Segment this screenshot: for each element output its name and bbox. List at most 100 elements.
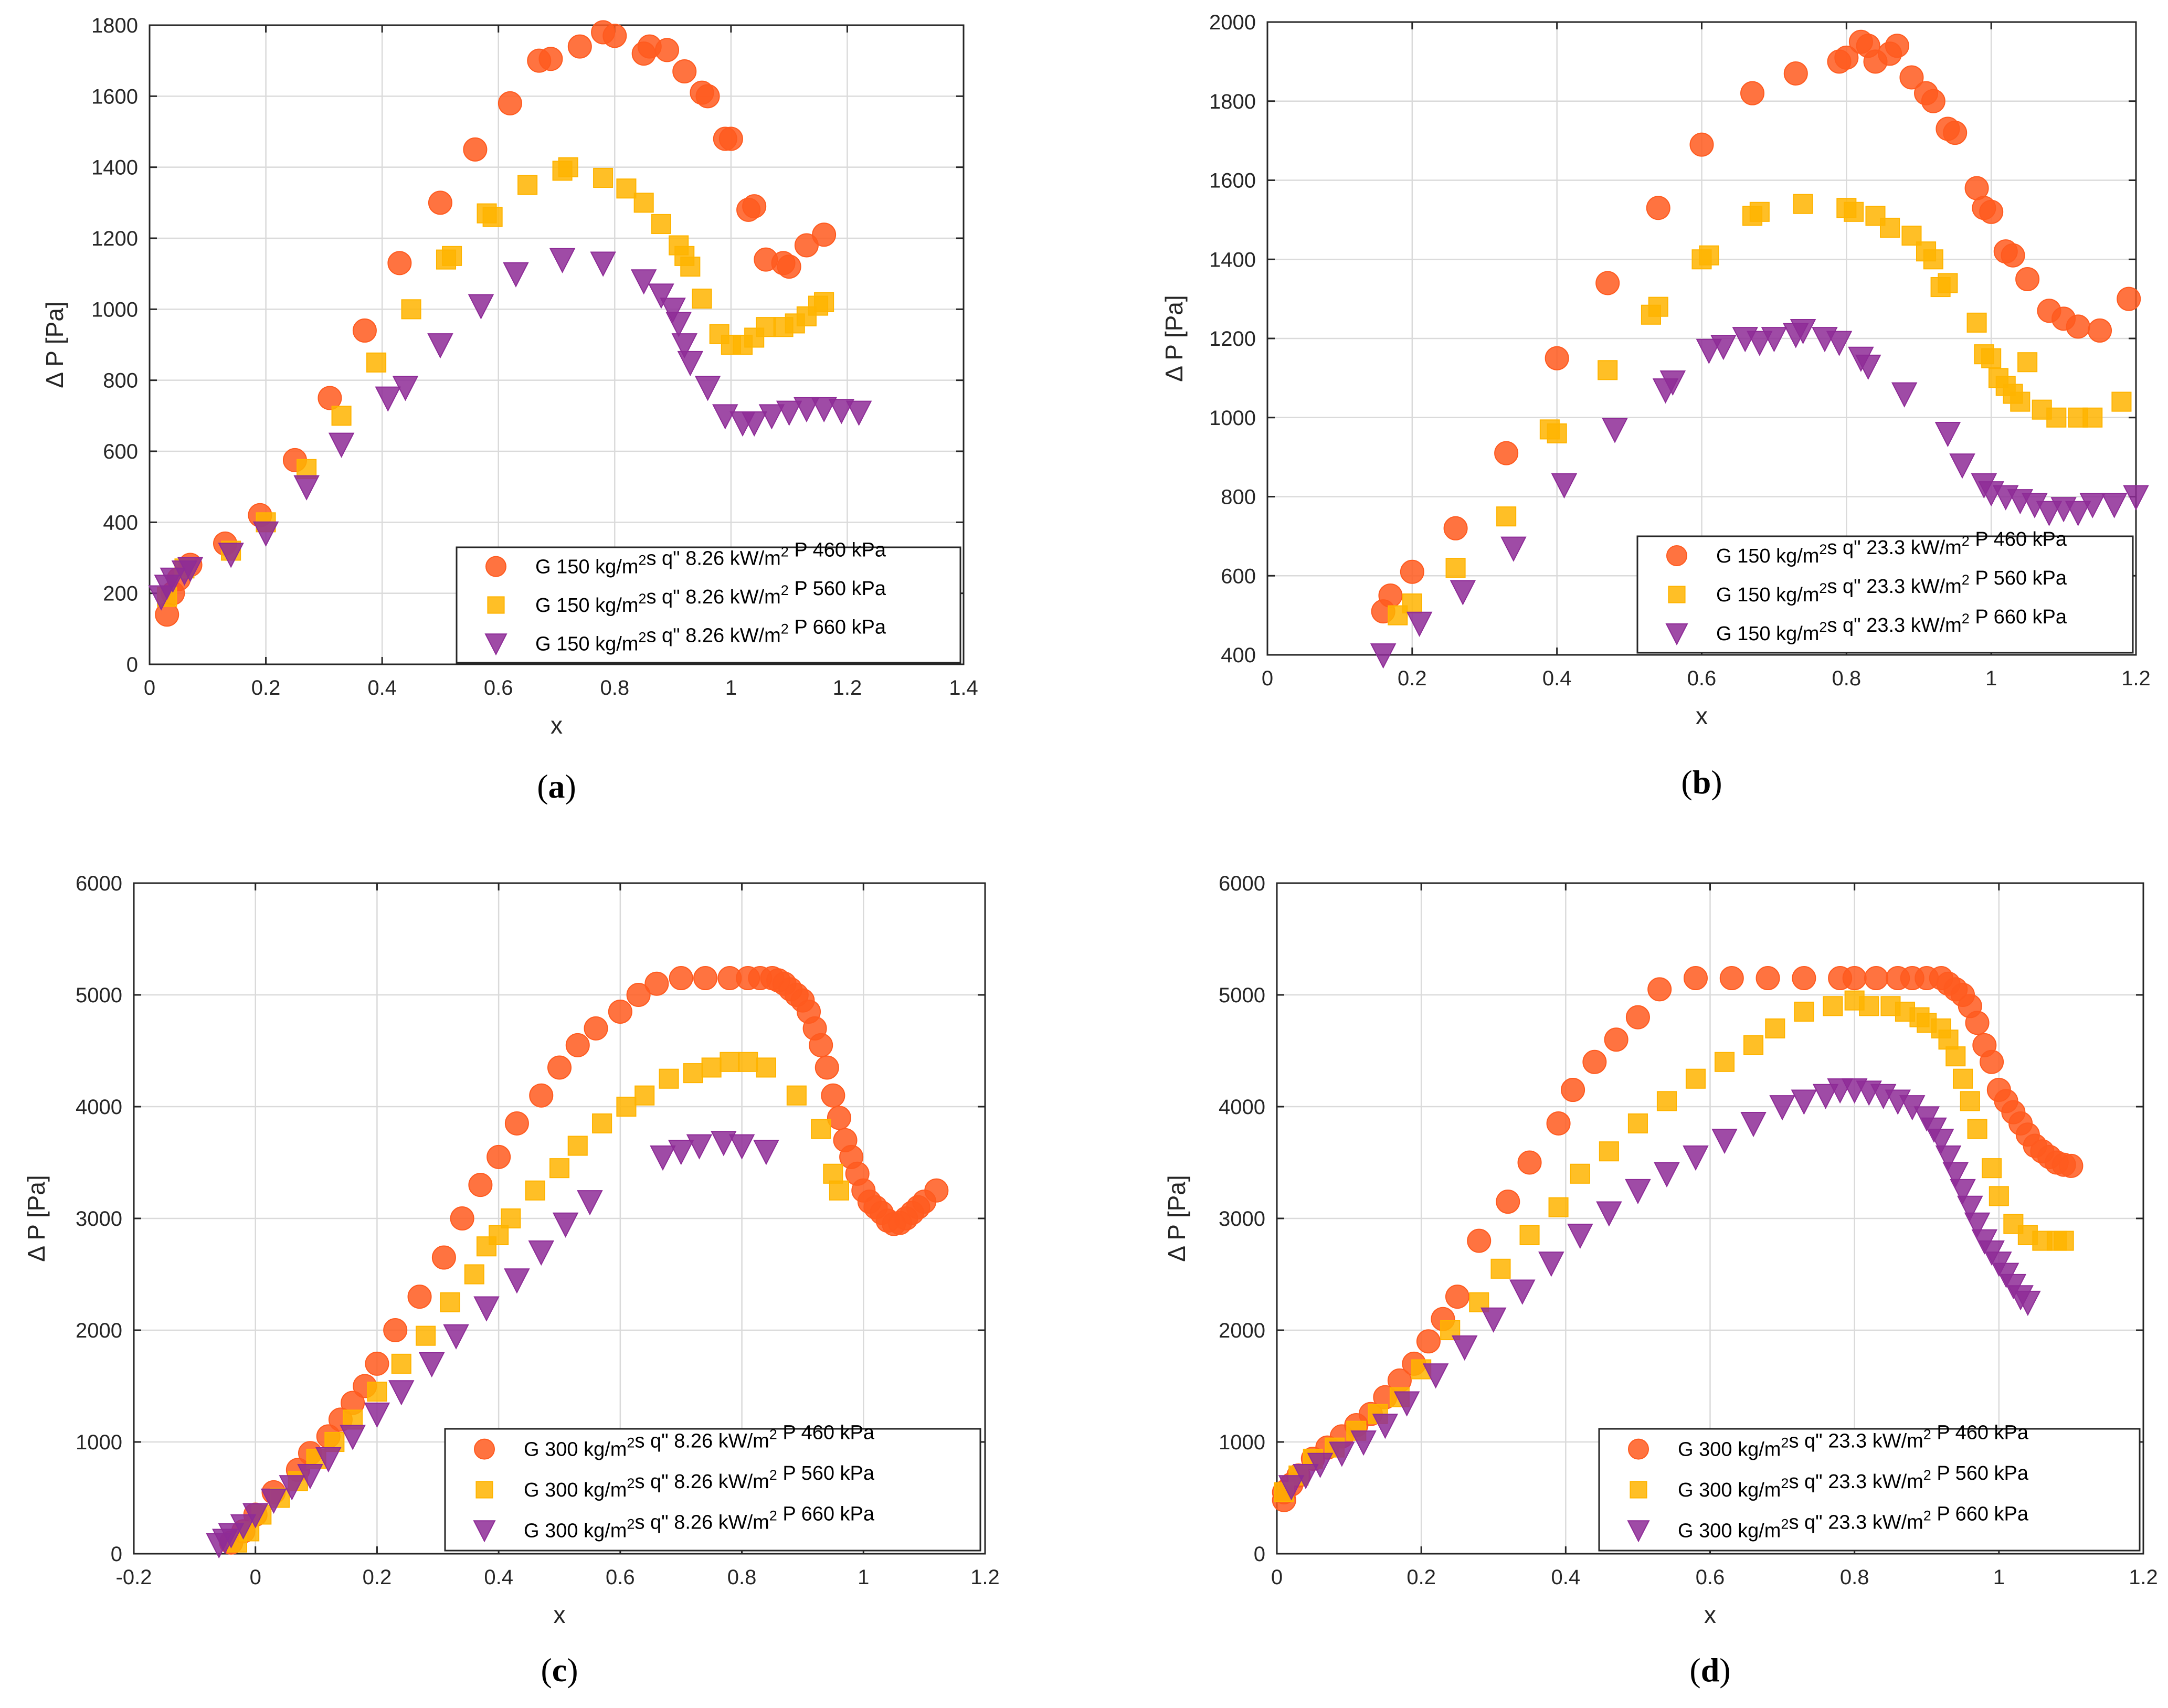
legend-entry: G 150 kg/m2s q" 23.3 kW/m2 P 460 kPa: [1716, 528, 2067, 567]
data-point: [1714, 1052, 1735, 1072]
data-point: [1602, 418, 1628, 443]
data-point: [741, 411, 767, 437]
data-point: [443, 1324, 469, 1350]
data-point: [1561, 1078, 1585, 1102]
x-axis-title: x: [551, 712, 563, 739]
x-tick-label: 1.2: [970, 1566, 1000, 1589]
data-point: [1934, 422, 1961, 448]
data-point: [1548, 1197, 1569, 1217]
legend-entry: G 300 kg/m2s q" 23.3 kW/m2 P 660 kPa: [1678, 1503, 2029, 1542]
data-point: [2017, 352, 2038, 373]
data-point: [718, 126, 743, 151]
x-tick-label: 0.2: [1398, 667, 1427, 690]
data-point: [416, 1325, 436, 1346]
data-point: [1685, 1068, 1706, 1089]
data-point: [1950, 1179, 1976, 1204]
data-point: [1747, 331, 1773, 356]
legend-marker: [474, 1438, 495, 1460]
data-point: [418, 1352, 445, 1378]
legend-marker: [475, 1481, 493, 1499]
data-point: [1942, 1162, 1969, 1188]
data-point: [525, 1180, 545, 1201]
data-point: [821, 1083, 845, 1108]
series-square: [1388, 194, 2132, 625]
data-point: [1981, 348, 2002, 368]
data-point: [1393, 1391, 1420, 1417]
data-point: [2079, 493, 2106, 518]
y-axis-title: Δ P [Pa]: [41, 301, 68, 388]
data-point: [383, 1318, 408, 1342]
legend-superscript: 2: [638, 591, 646, 607]
legend-box: [1598, 1428, 2141, 1552]
legend-superscript: 2: [1962, 611, 1970, 627]
y-tick-label: 1400: [91, 156, 138, 179]
data-point: [608, 999, 632, 1024]
data-point: [1812, 1084, 1839, 1109]
series-circle: [219, 966, 949, 1555]
data-point: [2123, 485, 2149, 511]
data-point: [592, 1113, 612, 1133]
x-tick-label: 0.2: [251, 676, 281, 699]
x-tick-label: 0: [250, 1566, 261, 1589]
data-point: [1596, 1201, 1622, 1227]
data-point: [1696, 338, 1722, 364]
y-axis-title: Δ P [Pa]: [23, 1175, 50, 1261]
legend-entry: G 300 kg/m2s q" 8.26 kW/m2 P 560 kPa: [524, 1462, 875, 1501]
data-point: [1938, 273, 1958, 293]
data-point: [1765, 1018, 1785, 1038]
data-point: [686, 1134, 713, 1160]
x-tick-label: 0.4: [1542, 667, 1572, 690]
data-point: [1979, 199, 2004, 224]
data-point: [1966, 312, 1987, 333]
data-point: [1490, 1258, 1511, 1279]
data-point: [1329, 1441, 1355, 1467]
x-tick-label: 0.8: [727, 1566, 757, 1589]
legend-text-part: P 660 kPa: [1970, 606, 2067, 628]
data-point: [1949, 453, 1975, 479]
data-point: [1595, 271, 1620, 295]
y-tick-label: 1000: [1219, 1431, 1265, 1454]
data-point: [1953, 1068, 1973, 1089]
data-point: [1625, 1179, 1651, 1204]
data-point: [593, 167, 614, 188]
series-circle: [1371, 29, 2141, 624]
x-tick-label: 0: [1262, 667, 1273, 690]
data-point: [590, 251, 616, 277]
legend-text-part: P 660 kPa: [1931, 1503, 2029, 1525]
data-point: [487, 1144, 511, 1169]
data-point: [1989, 1186, 2009, 1206]
data-point: [1982, 1158, 2002, 1179]
y-tick-label: 400: [103, 511, 138, 534]
data-point: [1545, 346, 1569, 370]
data-point: [1567, 1224, 1593, 1249]
data-point: [1689, 132, 1714, 157]
data-point: [242, 1503, 269, 1529]
data-point: [1278, 1475, 1305, 1501]
y-tick-label: 1400: [1209, 248, 1256, 271]
data-point: [669, 966, 693, 991]
data-point: [1307, 1452, 1334, 1478]
data-point: [352, 318, 377, 343]
y-tick-label: 5000: [1219, 984, 1265, 1007]
y-tick-label: 0: [126, 653, 138, 676]
legend-text-part: P 560 kPa: [777, 1462, 875, 1484]
data-point: [2046, 407, 2067, 428]
data-point: [1625, 1005, 1650, 1030]
data-point: [428, 190, 452, 215]
data-point: [660, 298, 686, 323]
data-point: [1400, 559, 1424, 584]
panel-label-close: ): [565, 768, 576, 805]
x-tick-label: 1: [725, 676, 737, 699]
legend-superscript: 2: [1819, 542, 1827, 557]
data-point: [340, 1425, 366, 1450]
data-point: [648, 283, 674, 309]
y-tick-label: 2000: [1219, 1319, 1265, 1342]
data-point: [407, 1285, 432, 1309]
data-point: [738, 1052, 758, 1072]
data-point: [1582, 1049, 1607, 1074]
data-point: [427, 333, 453, 359]
data-point: [517, 175, 538, 195]
data-point: [584, 1016, 608, 1041]
data-point: [701, 1057, 722, 1078]
data-point: [794, 397, 820, 423]
